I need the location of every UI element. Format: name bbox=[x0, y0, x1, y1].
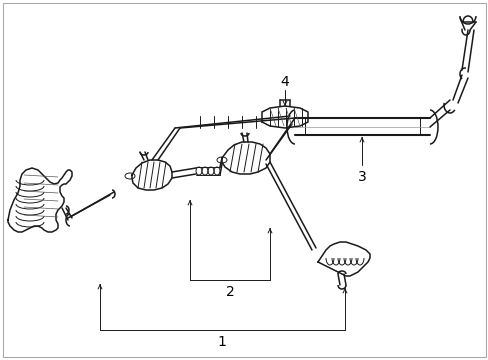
Text: 1: 1 bbox=[217, 335, 226, 349]
Text: 2: 2 bbox=[225, 285, 234, 299]
Text: 4: 4 bbox=[280, 75, 289, 89]
Text: 3: 3 bbox=[357, 170, 366, 184]
